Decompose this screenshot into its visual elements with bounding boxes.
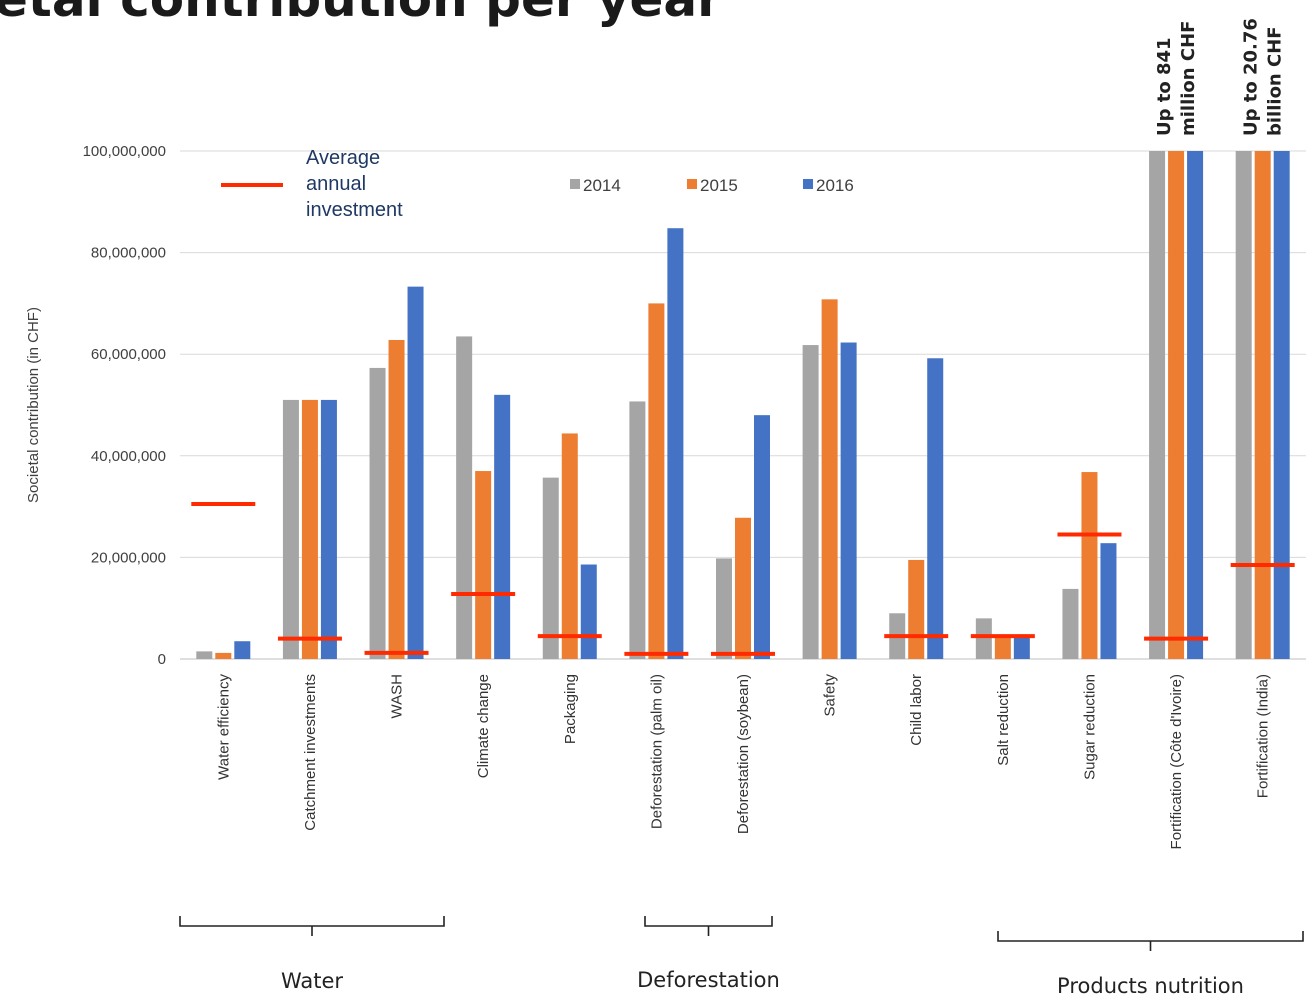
category-label: Child labor bbox=[908, 674, 925, 746]
category-label: Packaging bbox=[562, 674, 579, 744]
legend-swatch-2015 bbox=[687, 179, 697, 189]
group-brackets: Water Deforestation Products nutrition bbox=[179, 916, 1304, 998]
page-title: etal contribution per year bbox=[0, 0, 722, 28]
bar-2015 bbox=[994, 636, 1011, 659]
bar-2014 bbox=[1062, 588, 1079, 659]
bar-2015 bbox=[908, 559, 925, 659]
bar-2015 bbox=[561, 433, 578, 659]
category-label: Salt reduction bbox=[995, 674, 1012, 766]
y-tick-label: 40,000,000 bbox=[91, 448, 166, 465]
annotation-label: Up to 20.76 bbox=[1241, 18, 1262, 136]
bar-2015 bbox=[735, 517, 751, 659]
category-labels: Water efficiency Catchment investments WAS… bbox=[215, 674, 1271, 850]
bar-2015 bbox=[1168, 151, 1185, 659]
group-label: Deforestation bbox=[637, 968, 780, 992]
category-label: WASH bbox=[389, 674, 406, 718]
y-tick-label: 60,000,000 bbox=[91, 346, 166, 363]
bar-2014 bbox=[975, 618, 992, 659]
bar-2015 bbox=[1081, 472, 1098, 659]
y-tick-label: 0 bbox=[158, 651, 166, 668]
category-label: Climate change bbox=[475, 674, 492, 778]
bar-2016 bbox=[1273, 151, 1290, 659]
bar-2016 bbox=[754, 415, 770, 659]
bar-2015 bbox=[475, 471, 492, 659]
bar-2016 bbox=[407, 286, 424, 659]
category-label: Sugar reduction bbox=[1081, 674, 1098, 780]
bar-2014 bbox=[802, 345, 819, 659]
bar-2016 bbox=[580, 564, 597, 659]
annotation-label: billion CHF bbox=[1265, 26, 1286, 136]
bar-2016 bbox=[1187, 151, 1204, 659]
legend-label-2015: 2015 bbox=[700, 176, 738, 195]
y-tick-label: 20,000,000 bbox=[91, 549, 166, 566]
bar-2014 bbox=[196, 651, 213, 659]
category-label: Fortification (Côte d'Ivoire) bbox=[1168, 674, 1185, 849]
group-bracket bbox=[997, 931, 1304, 951]
bar-2015 bbox=[821, 299, 838, 659]
legend-investment-label: annual bbox=[306, 173, 366, 195]
annotations: Up to 841 million CHF Up to 20.76 billion C… bbox=[1154, 18, 1286, 136]
bar-2015 bbox=[648, 303, 665, 659]
investment-markers bbox=[191, 502, 1295, 656]
category-label: Deforestation (soybean) bbox=[735, 674, 752, 834]
category-label: Fortification (India) bbox=[1255, 674, 1272, 798]
bar-2014 bbox=[716, 558, 732, 659]
category-label: Water efficiency bbox=[215, 674, 232, 780]
bar-2016 bbox=[927, 358, 944, 659]
category-label: Safety bbox=[822, 674, 839, 717]
legend-label-2014: 2014 bbox=[583, 176, 621, 195]
bar-2015 bbox=[215, 652, 232, 659]
y-tick-label: 100,000,000 bbox=[83, 143, 166, 160]
bars bbox=[196, 151, 1290, 659]
bar-2016 bbox=[840, 342, 857, 659]
annotation-label: million CHF bbox=[1178, 21, 1199, 136]
bar-2014 bbox=[542, 477, 559, 659]
bar-2016 bbox=[320, 399, 337, 659]
bar-2016 bbox=[494, 394, 511, 659]
bar-2015 bbox=[1254, 151, 1271, 659]
legend-investment-label: investment bbox=[306, 199, 403, 221]
bar-2014 bbox=[629, 401, 646, 659]
bar-2016 bbox=[1013, 634, 1030, 659]
bar-2014 bbox=[369, 367, 386, 659]
group-bracket bbox=[644, 916, 773, 936]
bar-2016 bbox=[667, 228, 684, 659]
legend-swatch-2016 bbox=[803, 179, 813, 189]
bar-2014 bbox=[456, 336, 473, 659]
legend-label-2016: 2016 bbox=[816, 176, 854, 195]
category-label: Catchment investments bbox=[302, 674, 319, 831]
y-tick-label: 80,000,000 bbox=[91, 245, 166, 262]
bar-2016 bbox=[1100, 543, 1117, 659]
bar-2016 bbox=[234, 641, 251, 659]
bar-2014 bbox=[1235, 151, 1252, 659]
legend-investment-label: Average bbox=[306, 147, 380, 169]
bar-2015 bbox=[301, 399, 318, 659]
bar-2014 bbox=[1149, 151, 1166, 659]
group-label: Products nutrition bbox=[1057, 974, 1244, 998]
group-label: Water bbox=[281, 969, 343, 993]
annotation-label: Up to 841 bbox=[1154, 37, 1175, 136]
bar-2014 bbox=[282, 399, 299, 659]
legend-swatch-2014 bbox=[570, 179, 580, 189]
bar-2015 bbox=[388, 339, 405, 659]
legend: Average annual investment 2014 2015 2016 bbox=[221, 147, 854, 221]
group-bracket bbox=[179, 916, 445, 936]
category-label: Deforestation (palm oil) bbox=[648, 674, 665, 829]
y-axis-label: Societal contribution (in CHF) bbox=[25, 307, 42, 503]
